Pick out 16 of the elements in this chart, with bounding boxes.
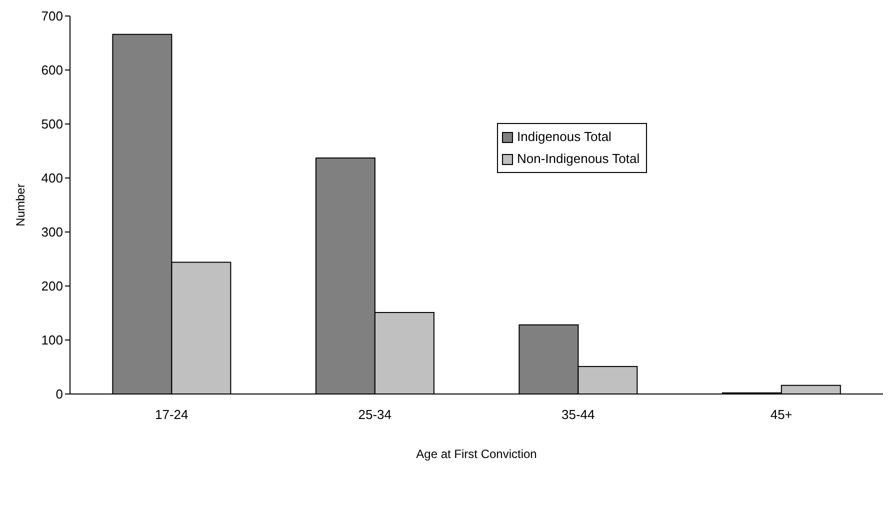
- x-tick-label: 25-34: [358, 407, 392, 422]
- x-tick-label: 35-44: [562, 407, 595, 422]
- x-axis-title: Age at First Conviction: [416, 447, 537, 461]
- x-tick-label: 17-24: [155, 407, 188, 422]
- y-axis-title: Number: [13, 184, 28, 226]
- y-tick-label: 700: [41, 8, 63, 24]
- y-tick-label: 100: [41, 332, 63, 348]
- y-tick-label: 0: [56, 386, 63, 402]
- y-tick-label: 300: [41, 224, 63, 240]
- x-tick-label: 45+: [770, 407, 792, 422]
- legend-label: Indigenous Total: [517, 128, 612, 146]
- legend-label: Non-Indigenous Total: [517, 150, 640, 168]
- y-tick-label: 400: [41, 170, 63, 186]
- y-tick-label: 600: [41, 62, 63, 78]
- y-tick-label: 500: [41, 116, 63, 132]
- y-tick-label: 200: [41, 278, 63, 294]
